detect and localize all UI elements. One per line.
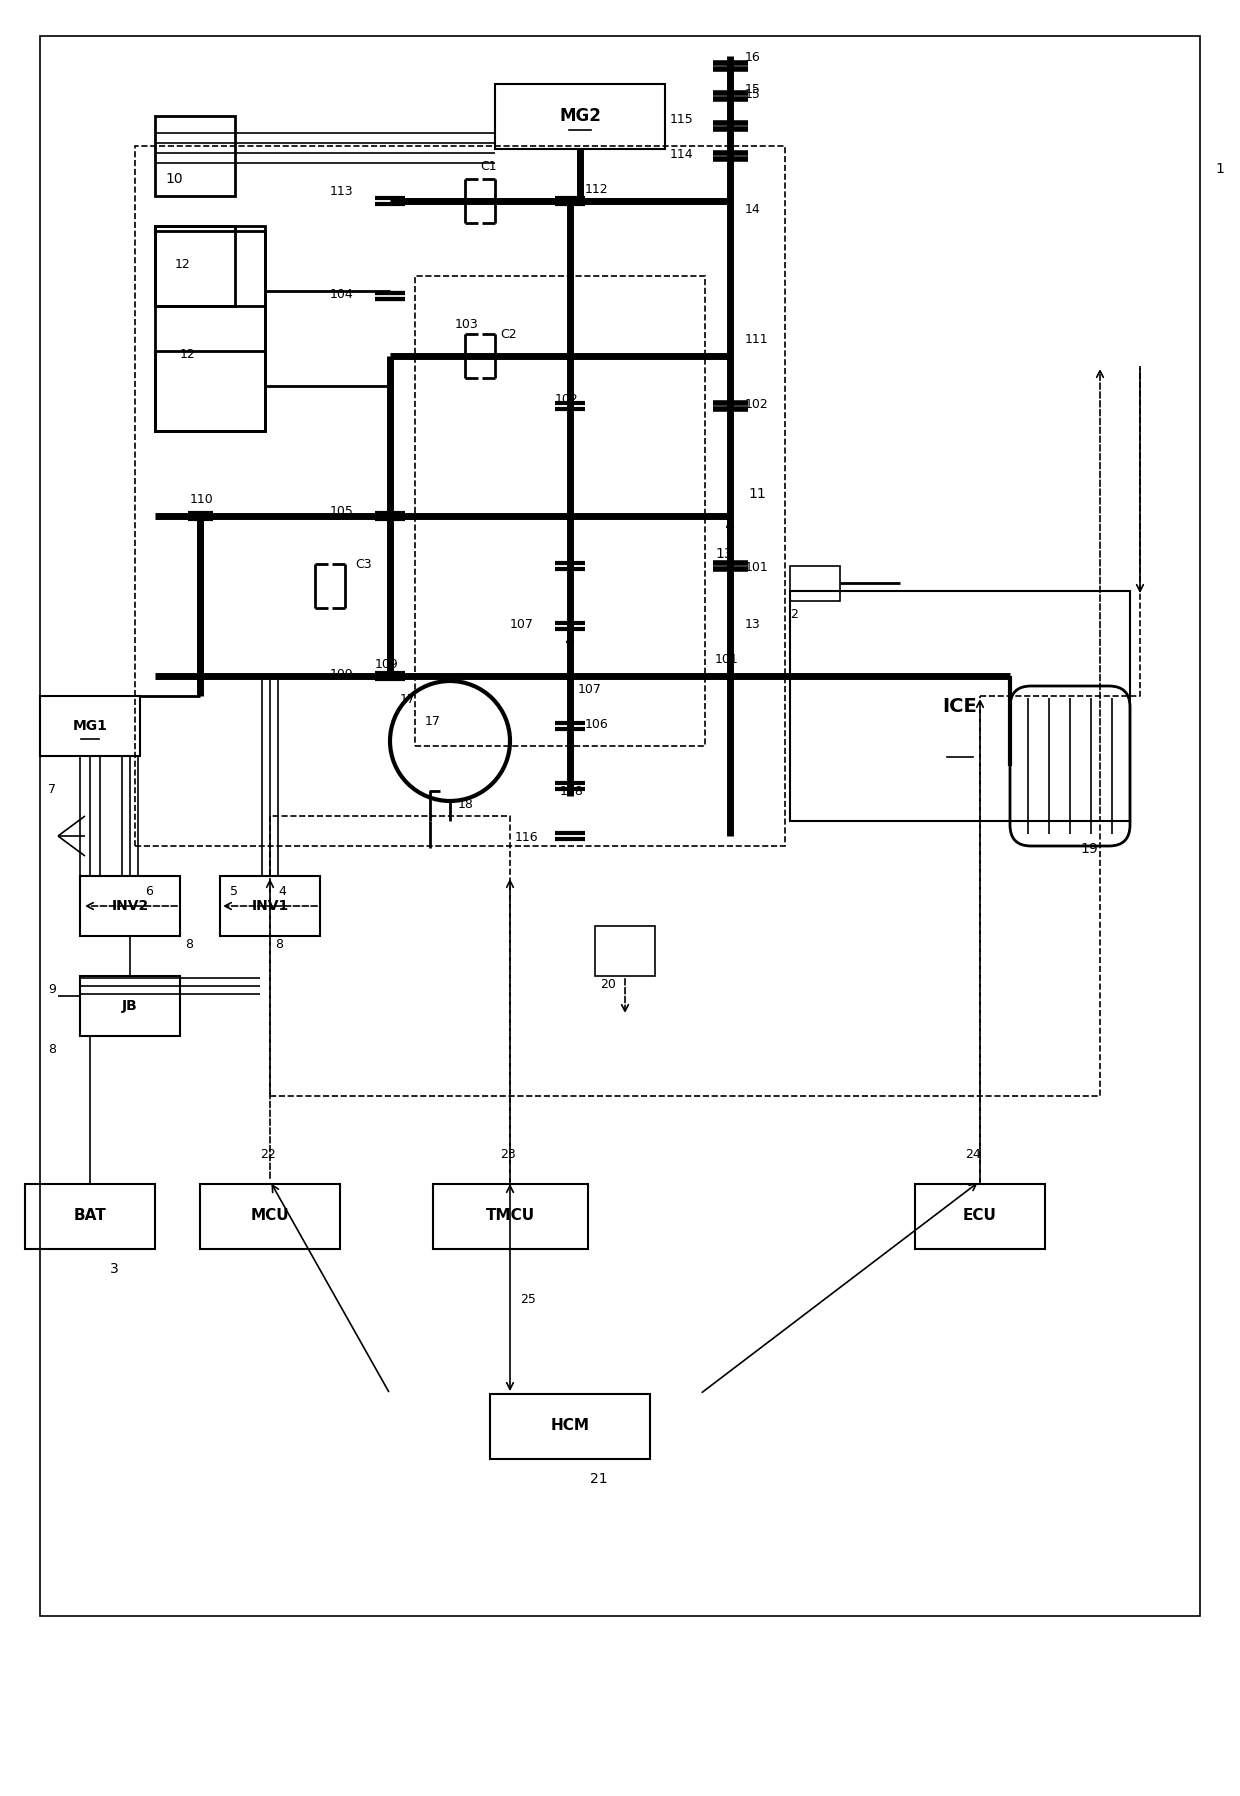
Bar (155, 232, 265, 431)
Text: 13: 13 (745, 618, 761, 630)
Bar (915, 1184, 1045, 1248)
Text: 10: 10 (165, 172, 182, 187)
Text: 18: 18 (458, 797, 474, 812)
Text: C3: C3 (355, 559, 372, 571)
Text: 2: 2 (790, 609, 797, 621)
Text: 8: 8 (275, 938, 283, 952)
Text: 17: 17 (425, 715, 441, 727)
Text: INV1: INV1 (252, 900, 289, 912)
Text: C1: C1 (480, 160, 497, 172)
Text: 101: 101 (715, 654, 739, 666)
Text: 1: 1 (1215, 162, 1224, 176)
Text: 15: 15 (745, 83, 761, 95)
Bar (595, 927, 655, 975)
Text: 25: 25 (520, 1293, 536, 1306)
Text: TMCU: TMCU (485, 1209, 534, 1223)
Text: ICE: ICE (942, 697, 977, 715)
Bar (490, 1394, 650, 1458)
Text: 107: 107 (578, 682, 601, 697)
Text: MG2: MG2 (559, 108, 601, 126)
Text: 4: 4 (278, 885, 286, 898)
Text: 16: 16 (745, 50, 761, 65)
Text: 107: 107 (510, 618, 534, 630)
Text: 13: 13 (715, 548, 733, 560)
Text: 12: 12 (175, 259, 191, 271)
Text: 110: 110 (190, 492, 213, 506)
Bar (200, 1184, 340, 1248)
Text: C2: C2 (500, 329, 517, 341)
Text: 3: 3 (110, 1263, 119, 1275)
Text: 108: 108 (560, 785, 584, 797)
Text: 102: 102 (556, 393, 579, 406)
Text: 116: 116 (515, 832, 538, 844)
Text: 109: 109 (330, 668, 353, 681)
Text: 23: 23 (500, 1148, 516, 1160)
Text: 20: 20 (600, 979, 616, 991)
Text: 6: 6 (145, 885, 153, 898)
Bar (155, 117, 236, 196)
Text: 111: 111 (745, 332, 769, 347)
Bar (155, 226, 265, 305)
Text: 114: 114 (670, 147, 693, 162)
Text: 115: 115 (670, 113, 693, 126)
Text: 9: 9 (48, 982, 56, 997)
Text: BAT: BAT (73, 1209, 107, 1223)
Text: INV2: INV2 (112, 900, 149, 912)
Text: MCU: MCU (250, 1209, 289, 1223)
Bar (81, 975, 180, 1036)
Bar (155, 350, 265, 431)
Text: HCM: HCM (551, 1419, 589, 1433)
Bar (790, 566, 839, 602)
Text: 24: 24 (965, 1148, 981, 1160)
Bar (790, 591, 1130, 821)
Text: JB: JB (122, 999, 138, 1013)
Bar (495, 83, 665, 149)
Text: 109: 109 (374, 657, 399, 672)
Bar (219, 876, 320, 936)
Text: 19: 19 (1080, 842, 1097, 857)
Text: 8: 8 (48, 1043, 56, 1056)
Bar (135, 145, 785, 846)
Bar (155, 226, 236, 305)
Text: 11: 11 (748, 487, 766, 501)
Text: 15: 15 (745, 88, 761, 101)
Text: 101: 101 (745, 560, 769, 575)
Text: 17: 17 (401, 693, 415, 706)
Text: 103: 103 (455, 318, 479, 330)
Bar (81, 876, 180, 936)
Bar (40, 36, 1200, 1616)
Text: 7: 7 (48, 783, 56, 796)
Text: 104: 104 (330, 287, 353, 302)
Text: MG1: MG1 (73, 718, 108, 733)
Text: 12: 12 (180, 348, 196, 361)
Text: 105: 105 (330, 505, 353, 517)
Bar (25, 1184, 155, 1248)
Text: 21: 21 (590, 1473, 608, 1485)
Bar (433, 1184, 588, 1248)
Bar (415, 277, 706, 745)
Text: ECU: ECU (963, 1209, 997, 1223)
Text: 102: 102 (745, 399, 769, 411)
Text: 8: 8 (185, 938, 193, 952)
Text: 113: 113 (330, 185, 353, 198)
Text: 106: 106 (585, 718, 609, 731)
Bar (40, 697, 140, 756)
Text: 112: 112 (585, 183, 609, 196)
Text: 14: 14 (745, 203, 761, 216)
Text: 5: 5 (229, 885, 238, 898)
Text: 22: 22 (260, 1148, 275, 1160)
